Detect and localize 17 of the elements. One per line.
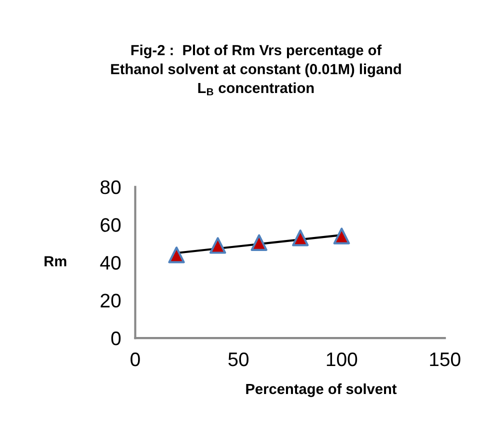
y-axis-title: Rm bbox=[44, 256, 66, 266]
y-tick-label: 40 bbox=[100, 256, 121, 270]
point bbox=[292, 230, 309, 246]
point bbox=[333, 228, 350, 244]
x-tick-label: 100 bbox=[326, 352, 358, 366]
x-tick-label: 150 bbox=[430, 352, 460, 366]
y-tick-label: 80 bbox=[100, 180, 121, 194]
x-tick-label: 0 bbox=[130, 352, 140, 366]
x-axis-title: Percentage of solvent bbox=[246, 383, 397, 398]
point bbox=[250, 234, 268, 251]
point bbox=[168, 246, 185, 264]
y-tick-label: 20 bbox=[100, 294, 121, 308]
chart-title: Fig-2 : Plot of Rm Vrs percentage of Ethanol solvent at constant (0.01M) ligand L$_{B}$ concentration bbox=[111, 44, 401, 96]
x-tick-label: 50 bbox=[228, 352, 248, 366]
point bbox=[209, 237, 226, 254]
y-tick-label: 0 bbox=[111, 332, 121, 346]
y-tick-label: 60 bbox=[100, 218, 121, 232]
